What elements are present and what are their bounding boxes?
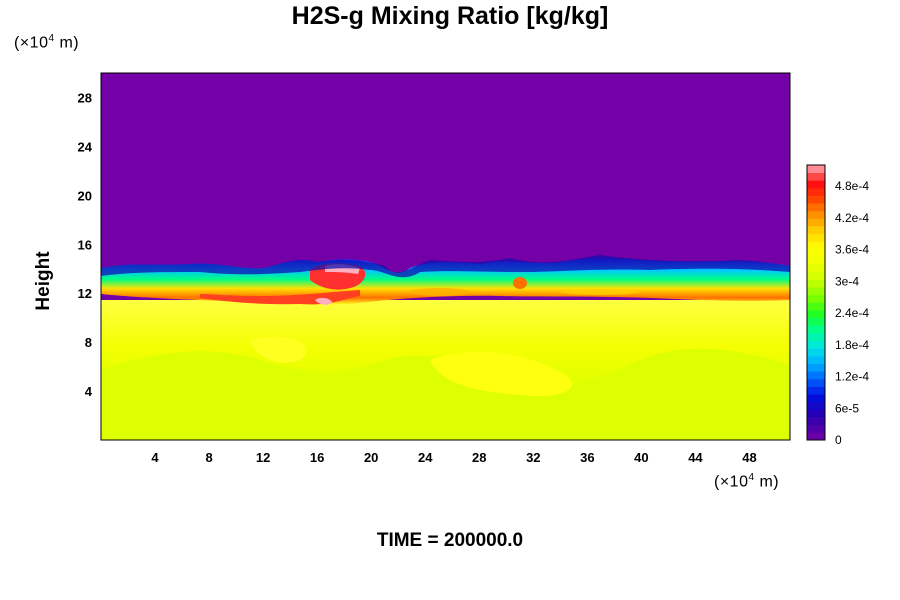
colorbar-band	[807, 264, 825, 273]
colorbar-band	[807, 256, 825, 265]
colorbar-band	[807, 371, 825, 380]
colorbar-band	[807, 287, 825, 296]
x-tick-label: 4	[151, 450, 159, 465]
y-tick-label: 8	[85, 335, 92, 350]
colorbar-tick-label: 1.2e-4	[835, 370, 869, 384]
x-tick-label: 24	[418, 450, 433, 465]
colorbar-band	[807, 333, 825, 341]
colorbar-band	[807, 233, 825, 242]
colorbar-band	[807, 165, 825, 173]
colorbar-band	[807, 172, 825, 181]
colorbar-tick-label: 3e-4	[835, 274, 859, 288]
y-unit-label: (×104 m)	[14, 33, 80, 52]
x-tick-label: 16	[310, 450, 324, 465]
colorbar-band	[807, 340, 825, 349]
y-tick-label: 12	[78, 286, 92, 301]
time-label: TIME = 200000.0	[376, 530, 524, 551]
colorbar-frame	[806, 164, 826, 441]
colorbar-band	[807, 271, 825, 280]
colorbar-tick-label: 1.8e-4	[835, 338, 869, 352]
x-tick-label: 32	[526, 450, 540, 465]
y-tick-label: 24	[78, 139, 93, 154]
colorbar-tick-label: 3.6e-4	[835, 243, 869, 257]
colorbar-band	[807, 249, 825, 257]
colorbar-band	[807, 378, 825, 387]
colorbar-band	[807, 317, 825, 326]
colorbar-band	[807, 195, 825, 204]
colorbar-band	[807, 180, 825, 189]
x-tick-label: 28	[472, 450, 486, 465]
colorbar-band	[807, 432, 825, 441]
colorbar-band	[807, 348, 825, 357]
x-tick-label: 48	[742, 450, 756, 465]
x-tick-label: 40	[634, 450, 648, 465]
x-tick-label: 8	[205, 450, 212, 465]
colorbar-band	[807, 279, 825, 288]
y-tick-label: 16	[78, 237, 92, 252]
y-tick-label: 20	[78, 188, 92, 203]
x-axis-ticks: 4 8 12 16 20 24 28 32 36 40 44 48	[151, 450, 756, 465]
colorbar-band	[807, 294, 825, 303]
colorbar-tick-label: 4.2e-4	[835, 211, 869, 225]
colorbar-band	[807, 241, 825, 250]
colorbar-band	[807, 363, 825, 372]
colorbar-band	[807, 226, 825, 235]
colorbar-band	[807, 409, 825, 418]
colorbar-band	[807, 203, 825, 212]
x-tick-label: 36	[580, 450, 594, 465]
y-tick-label: 4	[85, 384, 93, 399]
x-tick-label: 44	[688, 450, 703, 465]
colorbar: 0 6e-5 1.2e-4 1.8e-4 2.4e-4 3e-4 3.6e-4 4.2e-4 4…	[806, 164, 869, 447]
colorbar-band	[807, 401, 825, 410]
y-axis-ticks: 4 8 12 16 20 24 28	[78, 90, 93, 399]
x-unit-label: (×104 m)	[714, 472, 780, 491]
colorbar-tick-label: 2.4e-4	[835, 306, 869, 320]
colorbar-band	[807, 218, 825, 227]
heatmap-field	[101, 73, 790, 440]
plot-frame	[100, 72, 791, 441]
colorbar-band	[807, 394, 825, 403]
colorbar-band	[807, 325, 825, 334]
colorbar-tick-label: 0	[835, 433, 842, 447]
x-tick-label: 12	[256, 450, 270, 465]
colorbar-tick-label: 4.8e-4	[835, 179, 869, 193]
colorbar-band	[807, 187, 825, 196]
x-tick-label: 20	[364, 450, 378, 465]
colorbar-tick-label: 6e-5	[835, 401, 859, 415]
colorbar-band	[807, 417, 825, 426]
colorbar-band	[807, 386, 825, 395]
colorbar-band	[807, 355, 825, 364]
colorbar-band	[807, 310, 825, 319]
chart-title: H2S-g Mixing Ratio [kg/kg]	[291, 2, 609, 30]
colorbar-band	[807, 210, 825, 219]
colorbar-band	[807, 424, 825, 433]
y-tick-label: 28	[78, 90, 92, 105]
colorbar-band	[807, 302, 825, 311]
